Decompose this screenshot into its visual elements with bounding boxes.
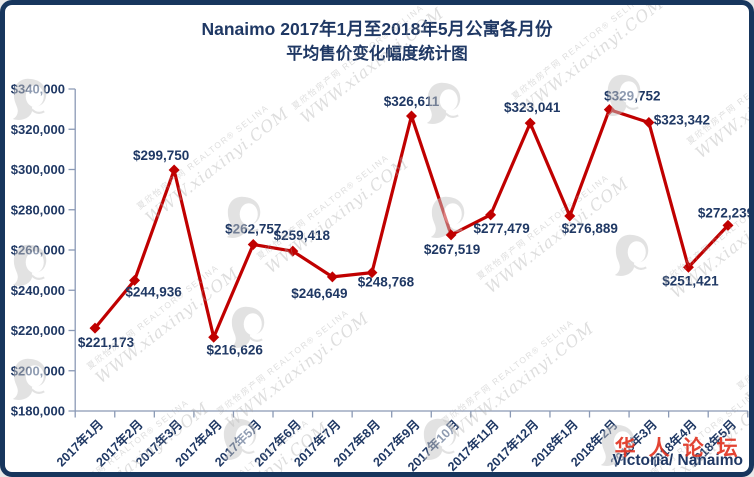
data-point-labels: $221,173$244,936$299,750$216,626$262,757… bbox=[78, 89, 754, 358]
axes bbox=[74, 89, 748, 412]
data-point-label: $329,752 bbox=[604, 89, 660, 104]
branding-region-text: Victoria/ Nanaimo bbox=[612, 451, 743, 469]
y-tick-label: $180,000 bbox=[11, 404, 65, 419]
price-series-line bbox=[93, 108, 730, 339]
data-point-label: $326,611 bbox=[384, 94, 440, 109]
y-tick-label: $260,000 bbox=[11, 243, 65, 258]
y-tick-label: $240,000 bbox=[11, 283, 65, 298]
data-point-marker bbox=[208, 331, 220, 343]
data-point-marker bbox=[406, 110, 417, 122]
data-point-label: $276,889 bbox=[562, 221, 618, 236]
y-axis-ticks: $180,000 $200,000 $220,000 $240,000 $260,000… bbox=[11, 82, 76, 419]
y-tick-label: $300,000 bbox=[11, 162, 65, 177]
data-point-marker bbox=[168, 164, 180, 176]
data-point-label: $248,768 bbox=[358, 275, 415, 290]
y-tick-label: $200,000 bbox=[11, 363, 65, 378]
data-point-marker bbox=[287, 245, 299, 257]
data-point-label: $267,519 bbox=[424, 242, 480, 257]
data-point-label: $272,239 bbox=[698, 205, 754, 220]
price-line-chart: $180,000 $200,000 $220,000 $240,000 $260,000… bbox=[11, 82, 754, 473]
data-point-label: $323,041 bbox=[504, 100, 561, 115]
y-tick-label: $340,000 bbox=[11, 82, 65, 97]
y-tick-label: $280,000 bbox=[11, 202, 65, 217]
data-point-marker bbox=[603, 104, 615, 116]
chart-title-line2: 平均售价变化幅度统计图 bbox=[286, 45, 468, 63]
data-point-label: $299,750 bbox=[133, 148, 189, 163]
branding: 华人论坛 Victoria/ Nanaimo bbox=[612, 438, 743, 469]
chart-title: Nanaimo 2017年1月至2018年5月公寓各月份 平均售价变化幅度统计图 bbox=[5, 17, 749, 67]
data-point-marker bbox=[564, 210, 576, 222]
data-point-label: $216,626 bbox=[207, 342, 264, 357]
data-point-marker bbox=[643, 117, 655, 129]
data-point-marker bbox=[326, 271, 338, 283]
data-point-marker bbox=[722, 219, 734, 231]
data-point-marker bbox=[445, 229, 457, 241]
data-point-label: $251,421 bbox=[662, 273, 719, 288]
data-point-marker bbox=[682, 261, 694, 273]
data-point-marker bbox=[524, 117, 536, 129]
data-point-marker bbox=[485, 209, 497, 221]
data-point-label: $277,479 bbox=[473, 221, 529, 236]
data-point-label: $244,936 bbox=[125, 284, 182, 299]
data-point-marker bbox=[89, 322, 101, 334]
data-point-label: $259,418 bbox=[274, 228, 331, 243]
data-point-label: $221,173 bbox=[78, 335, 135, 350]
y-tick-label: $220,000 bbox=[11, 323, 65, 338]
chart-title-line1: Nanaimo 2017年1月至2018年5月公寓各月份 bbox=[201, 19, 553, 39]
branding-forum-text: 华人论坛 bbox=[614, 436, 751, 460]
data-point-marker bbox=[129, 274, 141, 286]
data-point-label: $323,342 bbox=[654, 113, 710, 128]
data-point-marker bbox=[366, 267, 378, 279]
y-tick-label: $320,000 bbox=[11, 122, 65, 137]
data-point-label: $246,649 bbox=[291, 286, 347, 301]
data-point-marker bbox=[247, 238, 259, 250]
